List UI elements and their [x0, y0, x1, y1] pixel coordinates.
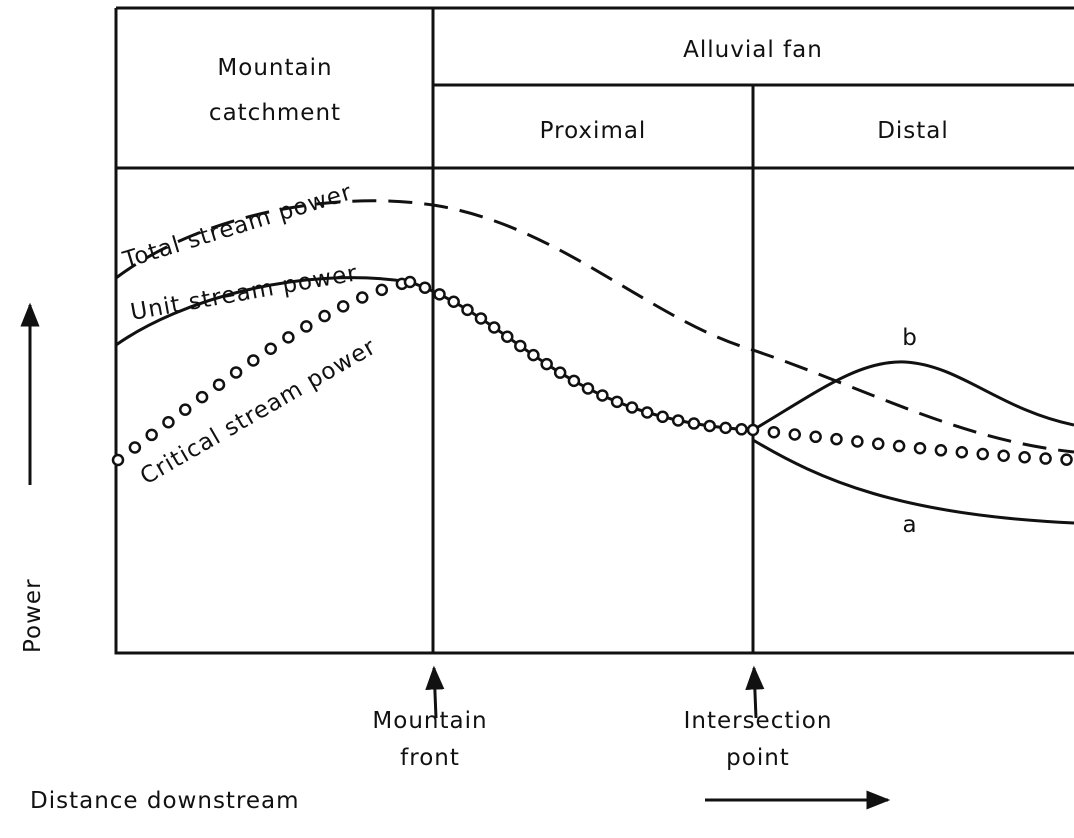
critical-circle: [247, 354, 260, 367]
critical-circle: [1018, 450, 1031, 464]
intersection-arrow: [745, 665, 765, 719]
critical-circle: [336, 300, 350, 313]
critical-circle: [788, 428, 802, 441]
header-catchment-2: catchment: [209, 100, 341, 126]
critical-circle: [640, 406, 654, 419]
critical-circle: [892, 439, 906, 453]
critical-circle: [735, 423, 748, 436]
critical-circle: [913, 441, 927, 455]
critical-circle: [687, 417, 701, 430]
critical-circle: [162, 416, 175, 429]
unit-critical-curve: [409, 280, 754, 432]
critical-circle: [212, 378, 226, 391]
critical-circle: [447, 295, 460, 308]
critical-circle: [1039, 452, 1052, 465]
critical-circle: [625, 401, 639, 414]
critical-circle: [178, 403, 192, 416]
x-axis-label: Distance downstream: [30, 788, 300, 814]
critical-circle: [145, 428, 158, 442]
header-proximal: Proximal: [540, 118, 647, 144]
critical-circle: [264, 342, 277, 355]
critical-circle: [514, 339, 527, 353]
critical-circle: [128, 441, 142, 454]
critical-circle: [871, 437, 885, 451]
critical-circles: [111, 275, 1073, 467]
critical-circle: [474, 312, 488, 325]
unit-curve: [115, 276, 411, 347]
critical-circle: [229, 366, 243, 379]
critical-circle: [1060, 453, 1073, 466]
critical-circle: [703, 419, 716, 433]
critical-circle: [934, 444, 948, 457]
frame: [114, 6, 1074, 655]
curve-a: [752, 438, 1074, 525]
critical-circle: [809, 430, 822, 444]
critical-circle: [461, 303, 474, 317]
critical-circle: [851, 435, 864, 448]
critical-circle: [656, 410, 669, 424]
critical-circle: [997, 449, 1010, 462]
critical-circle: [767, 425, 781, 439]
header-fan: Alluvial fan: [683, 37, 823, 63]
critical-circle: [195, 390, 209, 404]
critical-circle: [487, 321, 501, 334]
header-catchment-1: Mountain: [217, 55, 332, 81]
critical-circle: [671, 414, 685, 427]
marker-intersection-1: Intersection: [684, 708, 833, 734]
critical-circle: [976, 447, 989, 461]
marker-front-1: Mountain: [372, 708, 487, 734]
critical-circle: [418, 281, 432, 294]
critical-circle: [300, 320, 313, 333]
critical-circle: [433, 288, 446, 301]
critical-circle: [553, 366, 567, 379]
label-total: Total stream power: [119, 179, 355, 274]
critical-circle: [955, 445, 969, 459]
critical-circle: [596, 389, 609, 402]
critical-circle: [111, 453, 125, 467]
critical-circle: [527, 348, 540, 362]
front-arrow: [425, 665, 445, 719]
header-distal: Distal: [877, 118, 949, 144]
critical-circle: [746, 423, 760, 437]
total-curve: [115, 199, 1074, 454]
critical-circle: [403, 275, 417, 289]
critical-circle: [501, 330, 514, 343]
marker-front-2: front: [400, 745, 460, 771]
critical-circle: [355, 291, 369, 304]
critical-circle: [830, 432, 843, 446]
label-b: b: [902, 325, 918, 351]
critical-circle: [282, 331, 295, 344]
critical-circle: [581, 382, 595, 395]
curve-b: [752, 360, 1074, 432]
critical-circle: [540, 357, 553, 371]
critical-circle: [318, 309, 331, 323]
y-axis-label: Power: [20, 578, 46, 653]
label-a: a: [902, 512, 917, 538]
marker-intersection-2: point: [726, 745, 790, 771]
critical-circle: [567, 374, 581, 388]
critical-circle: [610, 395, 624, 409]
critical-circle: [375, 283, 389, 297]
critical-circle: [719, 421, 732, 435]
